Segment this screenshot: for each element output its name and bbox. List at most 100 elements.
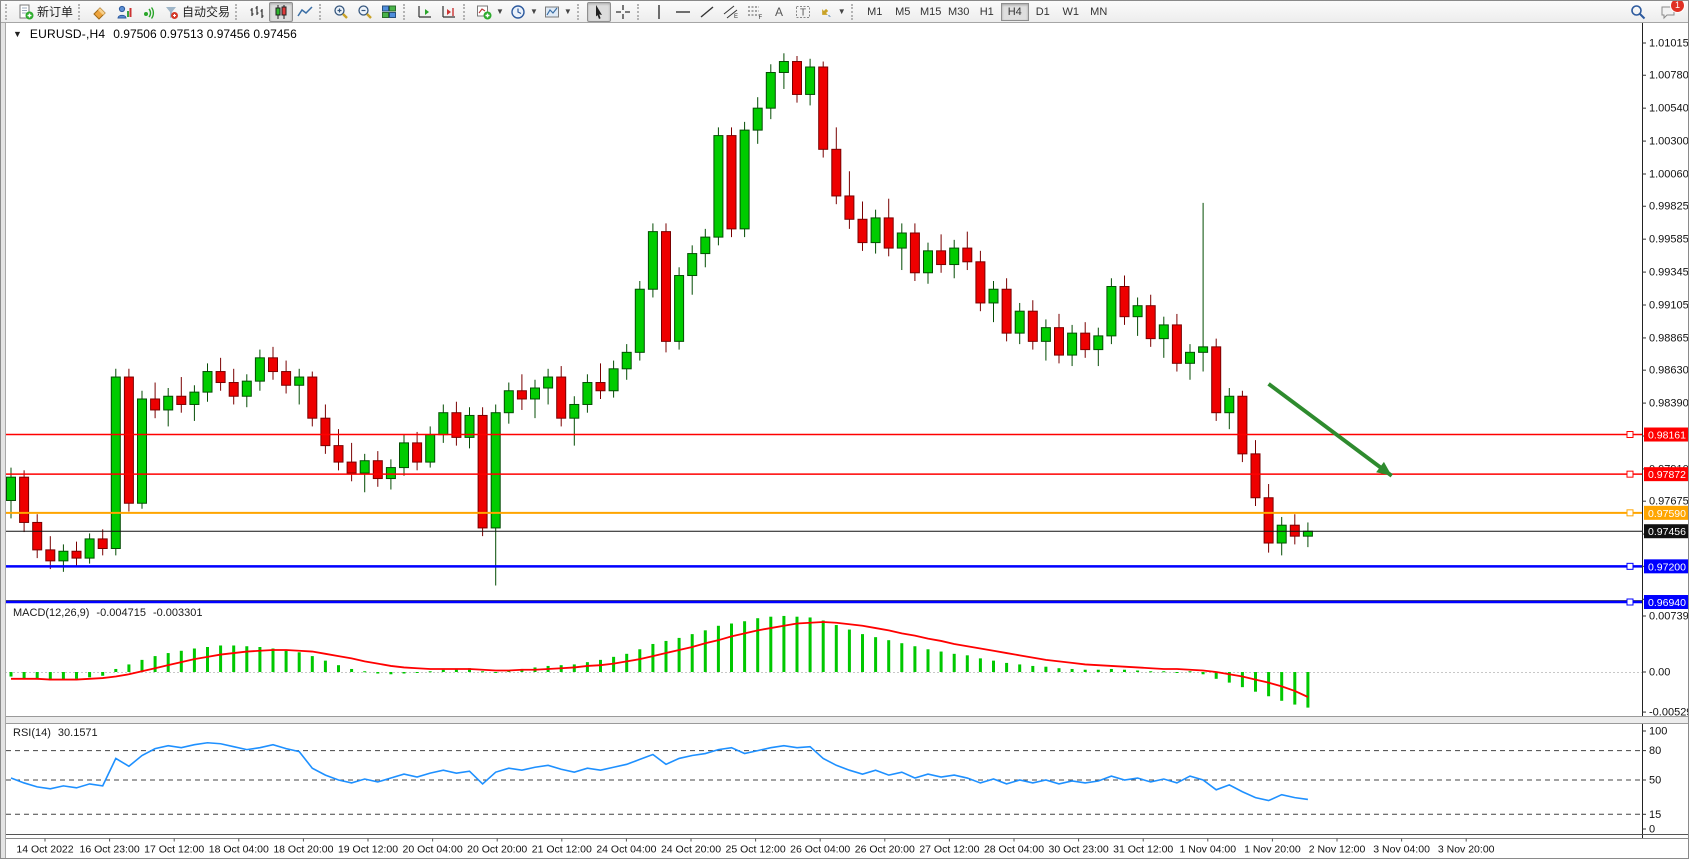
arrows-button[interactable]: ▼ — [815, 2, 849, 22]
search-button[interactable] — [1626, 2, 1650, 22]
time-axis[interactable]: 14 Oct 2022 16 Oct 23:00 17 Oct 12:00 18 Oc… — [16, 838, 1495, 856]
zoom-in-button[interactable] — [329, 2, 353, 22]
toolbar-grip[interactable] — [463, 3, 470, 20]
zoom-out-button[interactable] — [353, 2, 377, 22]
candle-body — [58, 550, 69, 562]
notifications-button[interactable]: 1 — [1656, 1, 1685, 22]
candle-body — [713, 135, 724, 238]
equidistant-channel-button[interactable]: E — [719, 2, 743, 22]
candle-body — [215, 371, 226, 384]
candle-body — [45, 549, 56, 562]
toolbar-grip[interactable] — [235, 3, 242, 20]
candle-body — [765, 71, 776, 109]
level-anchor[interactable] — [1626, 470, 1634, 478]
add-indicator-button[interactable]: ▼ — [473, 2, 507, 22]
candlestick-chart-button[interactable] — [269, 1, 294, 22]
time-label: 17 Oct 12:00 — [144, 844, 204, 856]
cursor-button[interactable] — [586, 1, 611, 22]
window-left-border — [1, 23, 6, 858]
chart-shift-button[interactable] — [437, 2, 461, 22]
rsi-axis-ticks[interactable]: 100 80 50 15 0 — [1642, 726, 1667, 836]
chevron-down-icon: ▼ — [563, 7, 572, 16]
level-anchor[interactable] — [1626, 562, 1634, 570]
panel-splitter[interactable] — [1, 716, 1689, 724]
svg-text:0.98161: 0.98161 — [1648, 430, 1686, 442]
fibonacci-icon: F — [747, 6, 762, 20]
candle-body — [569, 403, 580, 419]
timeframe-button-h4[interactable]: H4 — [1000, 2, 1029, 21]
candle-body — [110, 376, 121, 550]
timeframe-button-m1[interactable]: M1 — [867, 5, 883, 18]
svg-text:-0.005291: -0.005291 — [1649, 707, 1689, 719]
candle-body — [647, 231, 658, 290]
candle-body — [1250, 453, 1261, 499]
candle-body — [1171, 324, 1182, 364]
macd-name: MACD(12,26,9) — [13, 607, 90, 619]
timeframe-button-d1[interactable]: D1 — [1035, 5, 1050, 18]
candle-body — [1263, 497, 1274, 544]
zoom-out-icon — [358, 4, 372, 19]
chart-autoscroll-button[interactable] — [413, 2, 437, 22]
candle-body — [661, 231, 671, 342]
auto-trading-label: 自动交易 — [182, 5, 231, 19]
svg-text:F: F — [758, 15, 762, 20]
crosshair-button[interactable] — [611, 2, 635, 22]
bar-chart-button[interactable] — [245, 2, 269, 22]
candle-body — [6, 476, 16, 501]
candle-body — [543, 376, 554, 389]
time-label: 3 Nov 04:00 — [1373, 844, 1430, 856]
fibonacci-button[interactable]: F — [743, 2, 767, 22]
new-order-button[interactable]: 新订单 — [15, 2, 76, 22]
timeframe-button-h1[interactable]: H1 — [979, 5, 994, 18]
trend-arrow-annotation[interactable] — [1267, 382, 1393, 478]
timeframe-button-m15[interactable]: M15 — [920, 5, 942, 18]
time-label: 14 Oct 2022 — [16, 844, 73, 856]
text-label-icon: T — [795, 5, 810, 18]
level-anchor[interactable] — [1626, 431, 1634, 439]
time-label: 21 Oct 12:00 — [532, 844, 592, 856]
time-label: 31 Oct 12:00 — [1113, 844, 1173, 856]
toolbar-grip[interactable] — [850, 3, 858, 20]
candle-body — [71, 550, 82, 559]
candle-body — [674, 275, 685, 342]
chevron-down-icon[interactable]: ▼ — [13, 29, 22, 39]
vertical-line-button[interactable] — [647, 2, 671, 22]
toolbar-grip[interactable] — [78, 3, 85, 20]
trendline-button[interactable] — [695, 2, 719, 22]
toolbar-grip[interactable] — [636, 3, 644, 20]
level-anchor[interactable] — [1626, 509, 1634, 517]
toolbar-grip[interactable] — [5, 3, 12, 20]
timeframe-button-w1[interactable]: W1 — [1062, 5, 1079, 18]
text-button[interactable]: A — [767, 2, 791, 22]
market-watch-button[interactable] — [112, 2, 136, 22]
text-label-button[interactable]: T — [791, 2, 815, 22]
toolbar-grip[interactable] — [319, 3, 326, 20]
line-chart-button[interactable] — [293, 2, 317, 22]
chart-canvas[interactable]: 1.01015 1.00780 1.00540 1.00300 1.00060 0.998… — [1, 23, 1689, 859]
time-label: 1 Nov 04:00 — [1179, 844, 1236, 856]
eraser-button[interactable] — [88, 2, 112, 22]
toolbar-grip[interactable] — [576, 3, 584, 20]
signals-button[interactable] — [136, 2, 160, 22]
horizontal-line-button[interactable] — [671, 2, 695, 22]
template-button[interactable]: ▼ — [541, 2, 575, 22]
candle-body — [726, 135, 737, 230]
candle-body — [896, 232, 907, 249]
toolbar-grip[interactable] — [403, 3, 410, 20]
macd-axis-ticks[interactable]: 0.00739 0.00 -0.005291 — [1642, 611, 1689, 719]
timeframe-button-m5[interactable]: M5 — [895, 5, 911, 18]
timeframe-button-m30[interactable]: M30 — [948, 5, 970, 18]
period-clock-icon — [511, 4, 525, 19]
level-price-badge — [1644, 559, 1688, 574]
time-label: 18 Oct 04:00 — [209, 844, 269, 856]
level-price-badge — [1644, 505, 1688, 520]
timeframe-button-mn[interactable]: MN — [1090, 5, 1108, 18]
period-button[interactable]: ▼ — [507, 2, 541, 22]
svg-text:0.00739: 0.00739 — [1649, 611, 1689, 623]
svg-text:0.99585: 0.99585 — [1649, 234, 1689, 246]
time-label: 16 Oct 23:00 — [80, 844, 140, 856]
auto-trading-button[interactable]: 自动交易 — [160, 2, 233, 22]
level-anchor[interactable] — [1626, 598, 1634, 606]
candle-body — [739, 129, 750, 230]
tile-windows-button[interactable] — [377, 2, 401, 22]
